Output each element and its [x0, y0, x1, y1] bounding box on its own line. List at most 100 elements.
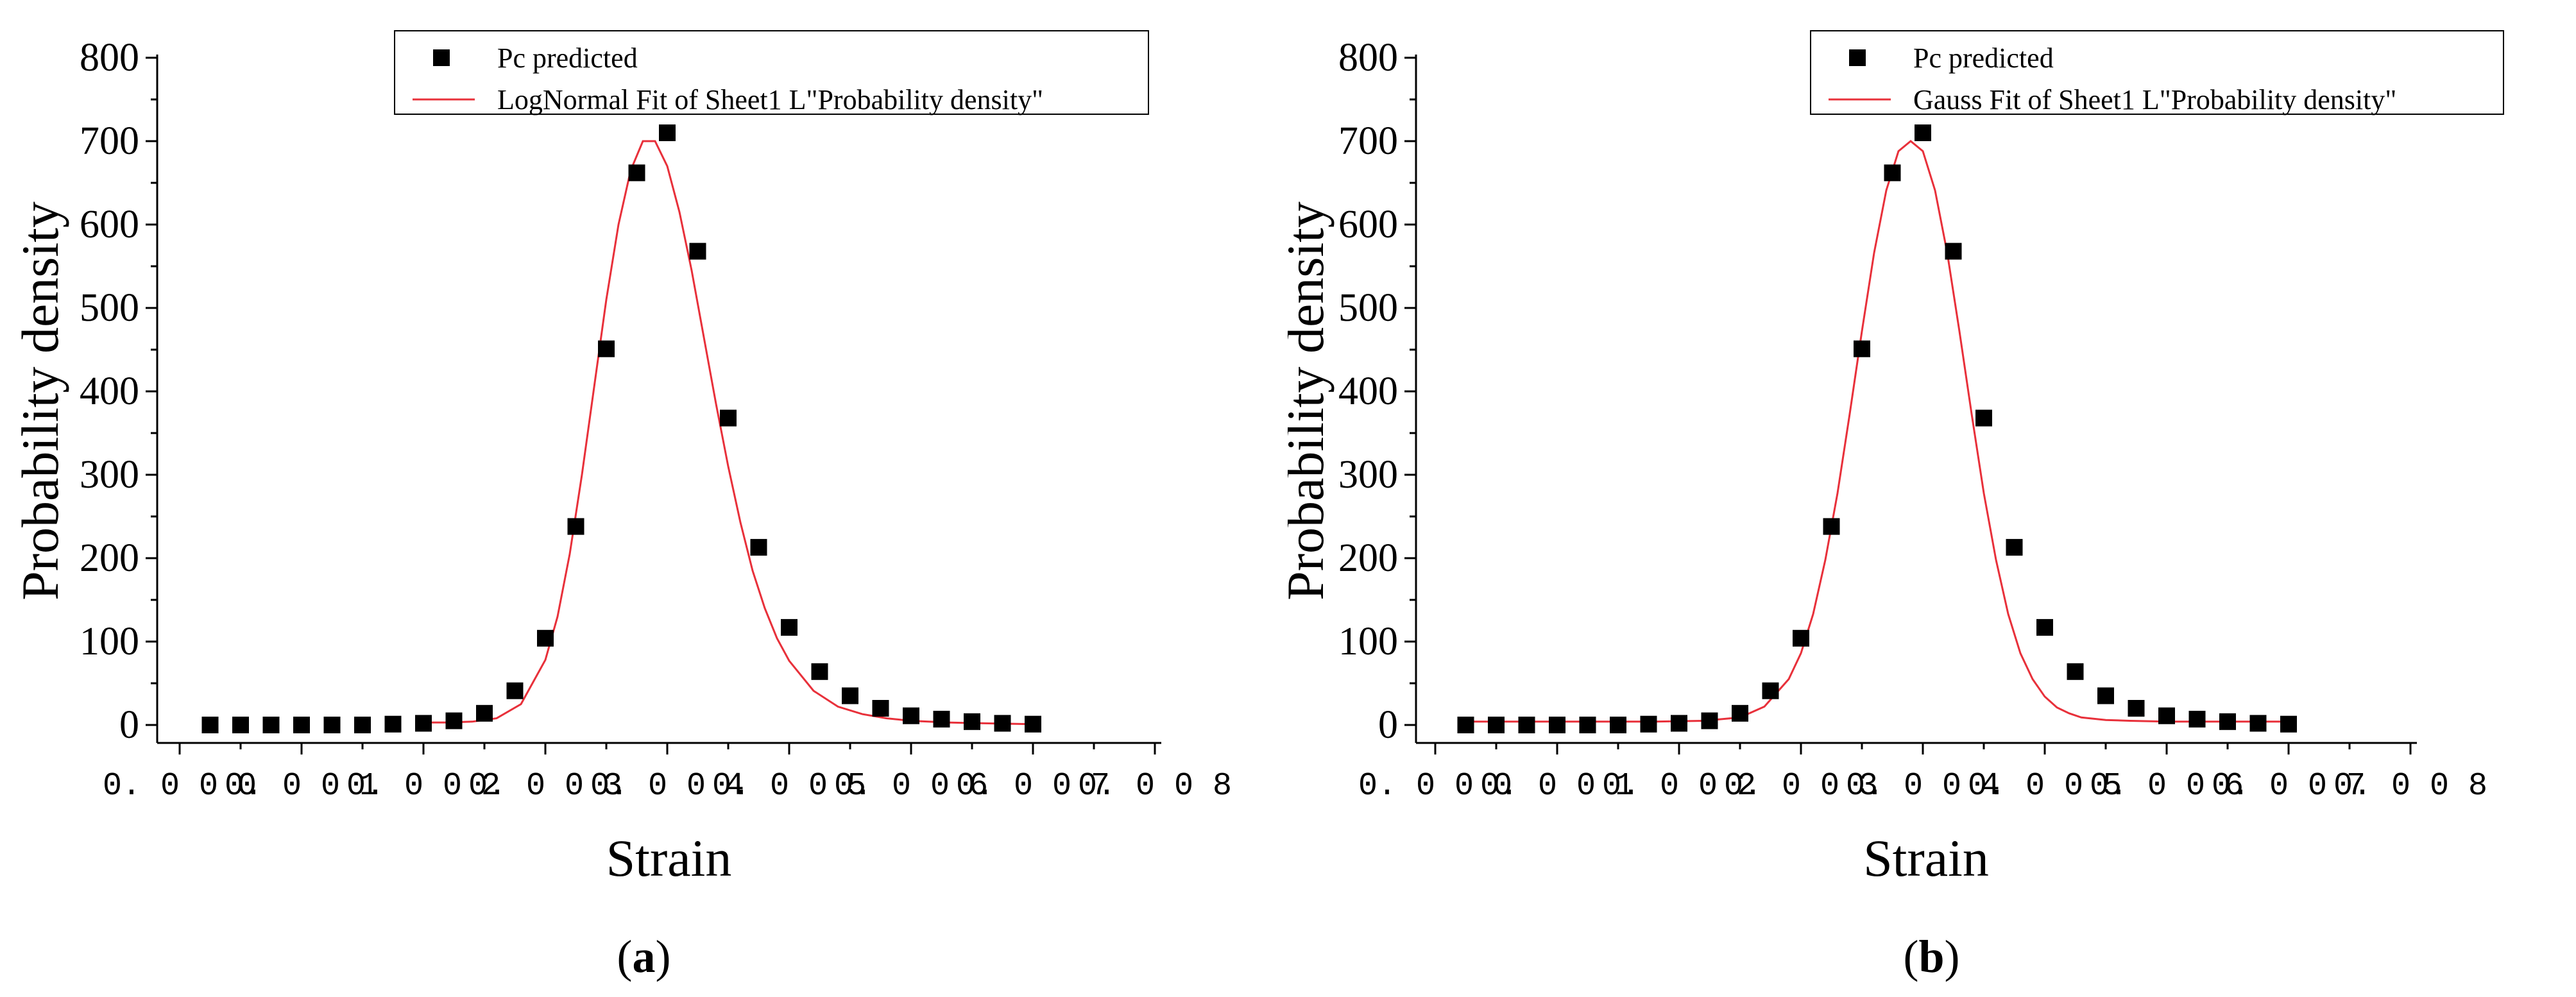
chart-a-data-point	[445, 712, 463, 729]
chart-a-legend: Pc predicted LogNormal Fit of Sheet1 L"Pr…	[394, 30, 1149, 115]
chart-b-x-tick-label: 0. 0 0 6	[2090, 768, 2244, 805]
chart-a-fit-line	[423, 140, 1034, 726]
chart-a-y-tick-label: 0	[119, 703, 139, 747]
panel-b: 0 100 200 300 400 500 600 700 800 0. 0 0 0 0. 0 0 …	[1288, 0, 2575, 997]
chart-b-x-tick-label: 0. 0 0 8	[2333, 768, 2487, 805]
chart-b-data-point	[1823, 518, 1840, 535]
chart-b-x-tick-label: 0. 0 0 1	[1480, 768, 1634, 805]
chart-a-x-tick-label: 0. 0 0 1	[225, 768, 379, 805]
chart-a-data-point	[537, 629, 554, 647]
chart-b-data-point	[2249, 715, 2267, 732]
chart-a-legend-label: Pc predicted	[497, 42, 638, 74]
chart-b-data-point	[1457, 717, 1474, 733]
chart-a-data-point	[964, 713, 980, 730]
chart-a-data-point	[354, 717, 371, 733]
chart-b-y-tick-label: 200	[1338, 536, 1398, 580]
panel-b-label: (b)	[1903, 931, 1960, 982]
panel-a-label: (a)	[617, 931, 671, 982]
chart-b-legend: Pc predicted Gauss Fit of Sheet1 L"Probab…	[1810, 30, 2504, 115]
chart-a-x-tick-label: 0. 0 0 5	[712, 768, 866, 805]
chart-a-data-point	[872, 700, 889, 717]
chart-b-y-tick-label: 800	[1338, 36, 1398, 80]
chart-a-data-point	[659, 124, 676, 141]
chart-a-data-point	[201, 717, 219, 733]
chart-a-data-point	[506, 682, 524, 699]
chart-b-data-point	[2188, 710, 2206, 728]
chart-a-data-point	[994, 715, 1011, 732]
chart-a-data-point	[1025, 715, 1041, 733]
chart-a-y-tick-label: 700	[80, 119, 139, 163]
chart-b-data-point	[1915, 124, 1931, 141]
chart-a-data-point	[842, 687, 858, 704]
chart-b-x-tick-label: 0. 0 0 3	[1724, 768, 1878, 805]
chart-a-data-point	[262, 717, 280, 733]
chart-b-data-point	[2006, 539, 2023, 556]
chart-b-data-point	[1762, 682, 1779, 699]
chart-a-x-tick-label: 0. 0 0 3	[468, 768, 622, 805]
chart-a-data-point	[720, 409, 737, 427]
chart-b-data-point	[1884, 164, 1901, 182]
chart-b-x-axis-label: Strain	[1863, 829, 1989, 887]
chart-b-y-tick-label: 300	[1338, 453, 1398, 497]
chart-b-x-tick-label: 0. 0 0 7	[2212, 768, 2366, 805]
chart-a-data-point	[415, 715, 432, 732]
chart-a-x-tick-label: 0. 0 0 6	[834, 768, 988, 805]
chart-b-x-tick-label: 0. 0 0 4	[1846, 768, 2000, 805]
chart-b-y-tick-label: 100	[1338, 620, 1398, 663]
chart-b-data-point	[2280, 715, 2297, 733]
chart-a-points	[201, 124, 1041, 733]
chart-b-data-point	[1793, 629, 1809, 647]
panel-a-letter: a	[632, 931, 656, 982]
panel-b-letter: b	[1918, 931, 1945, 982]
chart-a-y-tick-label: 500	[80, 286, 139, 330]
chart-b-fit-line	[1460, 140, 2289, 723]
chart-b-data-point	[1640, 715, 1657, 733]
chart-b-legend-box	[1810, 30, 2504, 115]
chart-a-legend-box	[394, 30, 1149, 115]
chart-b-data-point	[2158, 707, 2175, 724]
chart-a-x-tick-label: 0. 0 0 7	[956, 768, 1110, 805]
chart-a-y-tick-label: 600	[80, 203, 139, 246]
chart-b-data-point	[1518, 717, 1535, 733]
chart-a-data-point	[750, 539, 767, 556]
chart-b-legend-label: Gauss Fit of Sheet1 L"Probability densit…	[1913, 84, 2396, 115]
chart-a-data-point	[384, 715, 402, 733]
chart-b-points	[1457, 124, 2297, 733]
chart-a-x-tick-label: 0. 0 0 0	[103, 768, 257, 805]
chart-a-data-point	[628, 164, 645, 182]
chart-a-data-point	[811, 663, 828, 680]
chart-b-data-point	[1488, 717, 1505, 733]
chart-a-data-point	[293, 717, 310, 733]
chart-a-x-tick-label: 0. 0 0 4	[590, 768, 744, 805]
chart-a-y-tick-label: 100	[80, 620, 139, 663]
chart-a-x-axis-label: Strain	[606, 829, 732, 887]
chart-b-data-point	[1671, 715, 1687, 732]
chart-a-y-axis-label: Probability density	[11, 201, 69, 601]
chart-b-legend-label: Pc predicted	[1913, 42, 2054, 74]
chart-a-y-tick-label: 800	[80, 36, 139, 80]
chart-b-y-tick-label: 0	[1378, 703, 1398, 747]
chart-b-data-point	[2067, 663, 2084, 680]
chart-a-legend-marker	[433, 49, 450, 66]
chart-a-data-point	[933, 710, 950, 728]
chart-b-data-point	[1732, 704, 1748, 722]
chart-a-data-point	[903, 707, 919, 724]
chart-b-y-axis-label: Probability density	[1288, 201, 1335, 601]
chart-b-y-tick-label: 400	[1338, 370, 1398, 413]
chart-b-data-point	[1945, 243, 1962, 260]
chart-a-x-tick-label: 0. 0 0 8	[1078, 768, 1232, 805]
chart-a-data-point	[476, 704, 493, 722]
chart-a-data-point	[232, 717, 249, 733]
chart-b-data-point	[1549, 717, 1565, 733]
chart-a-y-tick-label: 300	[80, 453, 139, 497]
chart-b-x-tick-label: 0. 0 0 0	[1358, 768, 1512, 805]
panel-a: 0 100 200 300 400 500 600 700 800 0. 0 0 0 0. 0 0 …	[11, 30, 1232, 982]
chart-b-data-point	[1701, 712, 1718, 729]
chart-b-data-point	[2097, 687, 2114, 704]
chart-a-y-tick-label: 200	[80, 536, 139, 580]
chart-b-data-point	[1579, 717, 1596, 733]
